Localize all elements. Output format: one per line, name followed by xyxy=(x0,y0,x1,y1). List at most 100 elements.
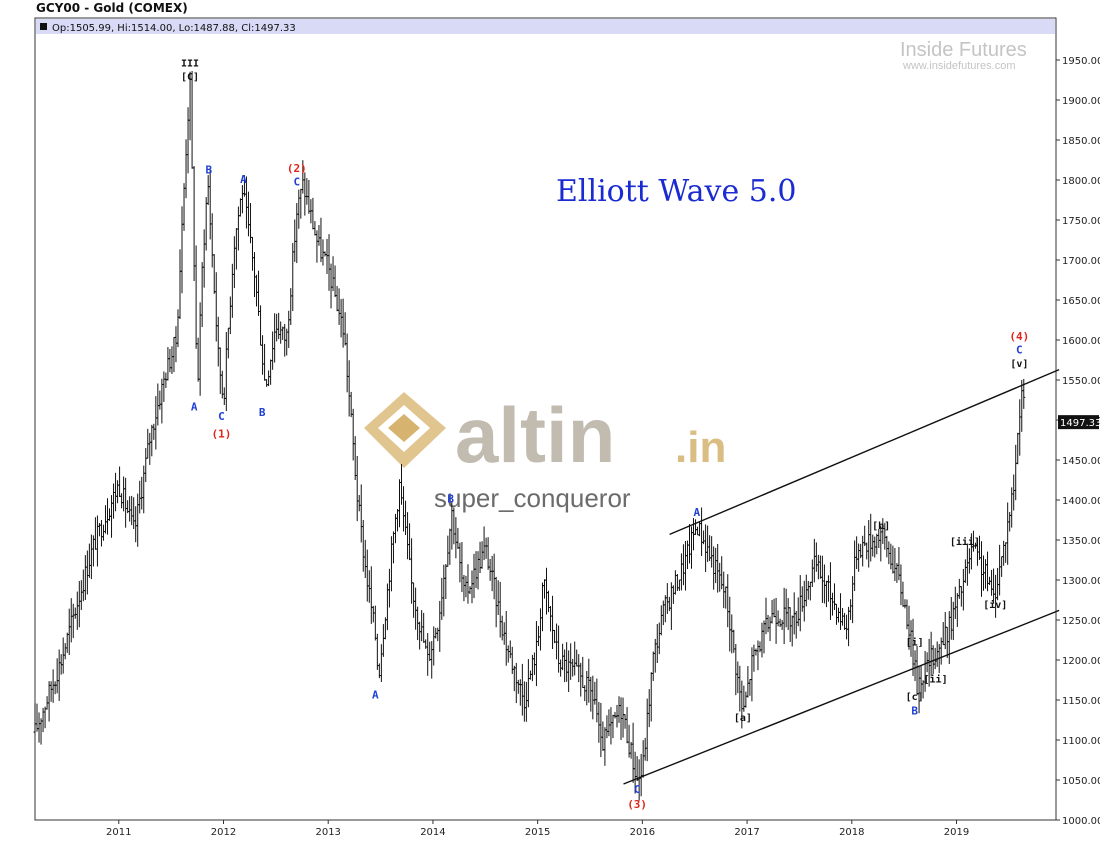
price-bar xyxy=(99,520,103,547)
price-bar xyxy=(867,520,871,568)
price-bar xyxy=(945,626,949,658)
price-bar xyxy=(671,585,675,604)
price-bar xyxy=(990,569,994,596)
price-bar xyxy=(81,569,85,602)
price-bar xyxy=(400,464,404,505)
price-bar xyxy=(343,312,347,346)
price-bar xyxy=(420,610,424,642)
x-tick-label: 2011 xyxy=(106,827,131,838)
price-bar xyxy=(418,621,422,650)
price-bar xyxy=(861,535,865,567)
price-bar xyxy=(341,298,345,348)
price-bar xyxy=(996,567,1000,601)
y-tick-label: 1750.00 xyxy=(1062,216,1100,227)
price-bar xyxy=(55,658,59,694)
price-bar xyxy=(712,546,716,590)
price-bar xyxy=(728,596,732,652)
price-bar xyxy=(979,541,983,597)
price-bar xyxy=(355,455,359,522)
price-bar xyxy=(464,575,468,598)
price-bar xyxy=(83,555,87,600)
wave-label: B xyxy=(259,406,266,419)
price-bar xyxy=(486,537,490,570)
price-bar xyxy=(222,387,226,406)
x-tick-label: 2015 xyxy=(525,827,550,838)
price-bar xyxy=(108,508,112,521)
price-bar xyxy=(114,472,118,512)
price-bar xyxy=(551,595,555,650)
price-bar xyxy=(198,302,202,396)
price-bar xyxy=(700,507,704,557)
price-bar xyxy=(571,658,575,677)
price-bar xyxy=(210,213,214,268)
price-bar xyxy=(397,479,401,528)
price-bar xyxy=(603,727,607,766)
price-bar xyxy=(468,586,472,595)
price-bar xyxy=(166,347,170,381)
y-tick-label: 1600.00 xyxy=(1062,336,1100,347)
price-bar xyxy=(255,274,259,307)
wave-label: C xyxy=(293,176,300,189)
price-bar xyxy=(402,486,406,532)
wave-label: A xyxy=(240,173,247,186)
chart-title: GCY00 - Gold (COMEX) xyxy=(36,1,188,15)
price-bar xyxy=(766,614,770,633)
price-bar xyxy=(903,599,907,609)
price-bar xyxy=(152,423,156,440)
price-bar xyxy=(345,333,349,393)
price-bar xyxy=(174,326,178,363)
price-bar xyxy=(138,480,142,514)
watermark-altin: altin xyxy=(455,391,615,479)
price-bar xyxy=(720,556,724,590)
price-bar xyxy=(303,172,307,216)
price-bar xyxy=(669,582,673,630)
price-bar xyxy=(545,567,549,615)
price-bar xyxy=(404,500,408,536)
price-bar xyxy=(339,299,343,338)
price-bar xyxy=(887,541,891,565)
price-bar xyxy=(480,541,484,569)
price-bar xyxy=(595,678,599,723)
price-bar xyxy=(901,581,905,607)
price-bar xyxy=(663,595,667,623)
price-bar xyxy=(659,605,663,636)
price-bar xyxy=(257,270,261,316)
y-tick-label: 1650.00 xyxy=(1062,296,1100,307)
price-bar xyxy=(508,640,512,659)
price-bar xyxy=(142,465,146,514)
price-bar xyxy=(353,436,357,480)
price-bar xyxy=(748,679,752,696)
price-bar xyxy=(941,622,945,646)
price-bar xyxy=(625,707,629,744)
price-bar xyxy=(949,597,953,640)
x-tick-label: 2019 xyxy=(944,827,969,838)
price-bar xyxy=(79,580,83,611)
price-bar xyxy=(184,139,188,199)
price-bar xyxy=(422,612,426,643)
price-bar xyxy=(313,221,317,236)
price-bar xyxy=(69,598,73,643)
price-bar xyxy=(85,550,89,595)
price-bar xyxy=(679,553,683,591)
wave-label: [C] xyxy=(181,72,199,83)
price-bar xyxy=(93,517,97,550)
price-bar xyxy=(408,523,412,561)
price-bar xyxy=(734,644,738,696)
price-bar xyxy=(730,614,734,654)
price-bar xyxy=(1018,399,1022,456)
price-bar xyxy=(947,611,951,664)
price-bar xyxy=(295,203,299,264)
price-bar xyxy=(120,493,124,509)
price-bar xyxy=(160,378,164,424)
price-bar xyxy=(190,71,194,169)
price-bar xyxy=(853,540,857,591)
x-tick-label: 2017 xyxy=(734,827,759,838)
price-bar xyxy=(436,627,440,642)
price-bar xyxy=(605,715,609,739)
price-bar xyxy=(176,309,180,348)
price-bar xyxy=(158,390,162,410)
wave-label: (1) xyxy=(211,428,231,441)
price-bar xyxy=(361,519,365,572)
price-bar xyxy=(623,714,627,729)
price-bar xyxy=(265,379,269,387)
